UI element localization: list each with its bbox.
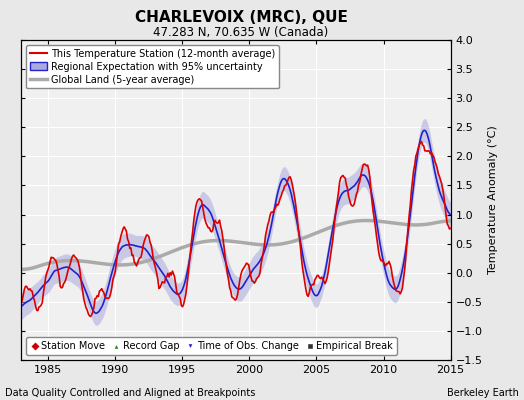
Text: Data Quality Controlled and Aligned at Breakpoints: Data Quality Controlled and Aligned at B… xyxy=(5,388,256,398)
Text: 47.283 N, 70.635 W (Canada): 47.283 N, 70.635 W (Canada) xyxy=(154,26,329,39)
Legend: Station Move, Record Gap, Time of Obs. Change, Empirical Break: Station Move, Record Gap, Time of Obs. C… xyxy=(26,337,397,355)
Y-axis label: Temperature Anomaly (°C): Temperature Anomaly (°C) xyxy=(488,126,498,274)
Text: Berkeley Earth: Berkeley Earth xyxy=(447,388,519,398)
Text: CHARLEVOIX (MRC), QUE: CHARLEVOIX (MRC), QUE xyxy=(135,10,347,25)
